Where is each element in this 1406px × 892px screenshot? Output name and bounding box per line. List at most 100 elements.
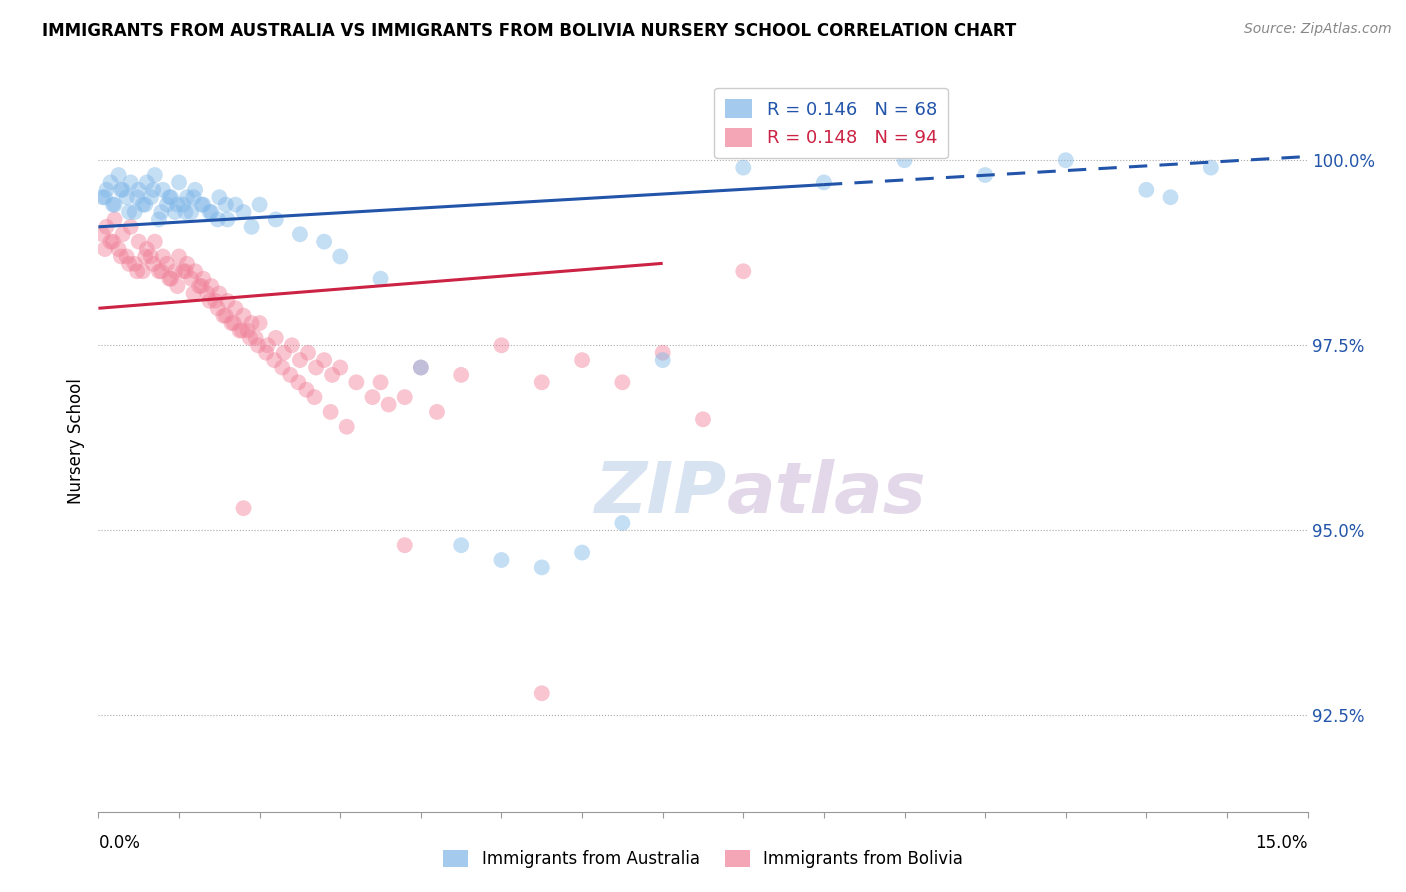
Point <box>288 353 311 368</box>
Point <box>329 250 352 264</box>
Point <box>231 324 253 338</box>
Point <box>135 176 157 190</box>
Point <box>297 345 319 359</box>
Point <box>370 376 392 390</box>
Point <box>278 368 301 382</box>
Point <box>198 293 221 308</box>
Point <box>394 538 416 552</box>
Point <box>190 279 212 293</box>
Text: Source: ZipAtlas.com: Source: ZipAtlas.com <box>1244 22 1392 37</box>
Point <box>304 390 326 404</box>
Point <box>193 271 215 285</box>
Point <box>208 190 231 204</box>
Point <box>152 250 174 264</box>
Point <box>200 279 222 293</box>
Point <box>409 360 432 375</box>
Point <box>571 546 593 560</box>
Point <box>208 286 231 301</box>
Point <box>150 205 173 219</box>
Point <box>184 183 207 197</box>
Point <box>157 271 180 285</box>
Point <box>409 360 432 375</box>
Point <box>314 235 336 249</box>
Point <box>264 212 287 227</box>
Point <box>239 331 262 345</box>
Point <box>249 197 271 211</box>
Point <box>491 553 513 567</box>
Point <box>974 168 997 182</box>
Point <box>361 390 384 404</box>
Point <box>163 264 186 278</box>
Point <box>110 250 132 264</box>
Point <box>207 212 229 227</box>
Point <box>174 264 197 278</box>
Point <box>167 250 190 264</box>
Point <box>264 331 287 345</box>
Point <box>450 368 472 382</box>
Point <box>1160 190 1182 204</box>
Text: 15.0%: 15.0% <box>1256 834 1308 852</box>
Point <box>100 235 122 249</box>
Point <box>124 257 146 271</box>
Point <box>107 168 129 182</box>
Point <box>245 331 267 345</box>
Point <box>224 301 246 316</box>
Point <box>240 316 263 330</box>
Point <box>115 250 138 264</box>
Point <box>176 257 198 271</box>
Point <box>263 353 285 368</box>
Point <box>183 286 205 301</box>
Point <box>160 190 183 204</box>
Point <box>228 324 250 338</box>
Point <box>813 176 835 190</box>
Point <box>288 227 311 242</box>
Point <box>893 153 915 168</box>
Point <box>651 353 673 368</box>
Point <box>271 360 294 375</box>
Point <box>101 235 124 249</box>
Point <box>236 324 259 338</box>
Point <box>733 264 755 278</box>
Point <box>134 197 156 211</box>
Point <box>128 183 150 197</box>
Point <box>124 205 146 219</box>
Point <box>103 197 125 211</box>
Point <box>91 227 114 242</box>
Point <box>217 293 239 308</box>
Point <box>321 368 343 382</box>
Point <box>195 286 218 301</box>
Point <box>530 560 553 574</box>
Point <box>156 257 179 271</box>
Text: 0.0%: 0.0% <box>98 834 141 852</box>
Point <box>134 250 156 264</box>
Point <box>281 338 304 352</box>
Point <box>198 205 221 219</box>
Legend: R = 0.146   N = 68, R = 0.148   N = 94: R = 0.146 N = 68, R = 0.148 N = 94 <box>714 87 948 158</box>
Point <box>336 419 359 434</box>
Point <box>115 190 138 204</box>
Point <box>394 390 416 404</box>
Point <box>207 301 229 316</box>
Point <box>240 219 263 234</box>
Point <box>172 197 194 211</box>
Point <box>150 264 173 278</box>
Point <box>172 264 194 278</box>
Point <box>156 197 179 211</box>
Point <box>166 279 188 293</box>
Point <box>132 264 155 278</box>
Point <box>254 345 277 359</box>
Point <box>200 205 222 219</box>
Point <box>692 412 714 426</box>
Point <box>128 235 150 249</box>
Point <box>96 219 118 234</box>
Point <box>132 197 155 211</box>
Point <box>256 338 278 352</box>
Point <box>1199 161 1222 175</box>
Point <box>94 190 117 204</box>
Point <box>127 190 149 204</box>
Point <box>224 197 246 211</box>
Point <box>190 197 212 211</box>
Point <box>167 176 190 190</box>
Point <box>166 197 188 211</box>
Point <box>180 271 202 285</box>
